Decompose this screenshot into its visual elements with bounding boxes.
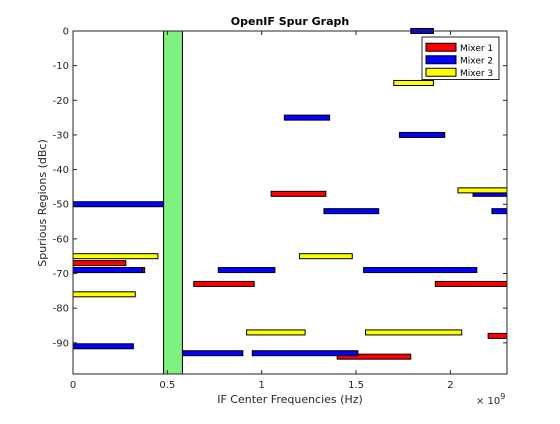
spur-bar-mixer-3-2 — [298, 253, 353, 260]
x-tick-label-2: 1 — [259, 380, 265, 391]
legend-swatch-2 — [425, 55, 457, 65]
legend-label-3: Mixer 3 — [460, 69, 493, 79]
spur-bar-mixer-2-6 — [491, 208, 508, 215]
spur-bar-mixer-2-2 — [398, 131, 446, 138]
spur-bar-mixer-3-1 — [457, 187, 508, 194]
y-tick-label-6: -60 — [53, 234, 69, 245]
spur-bar-mixer-2-5 — [323, 208, 380, 215]
spur-bar-mixer-3-4 — [72, 291, 136, 298]
spur-bar-mixer-1-6 — [336, 353, 412, 360]
x-axis-exponent-base: × 10 — [476, 396, 500, 407]
legend-swatch-1 — [425, 42, 457, 52]
legend-label-1: Mixer 1 — [460, 44, 493, 54]
y-axis-label: Spurious Regions (dBc) — [36, 139, 49, 267]
chart-legend: Mixer 1 Mixer 2 Mixer 3 — [421, 36, 500, 80]
spur-bar-mixer-2-9 — [363, 267, 478, 274]
spur-bar-mixer-1-4 — [434, 280, 508, 287]
x-tick-label-4: 2 — [447, 380, 453, 391]
spur-bar-mixer-1-3 — [193, 280, 255, 287]
if-band-bar — [163, 30, 183, 375]
x-axis-exponent-power: 9 — [500, 392, 505, 401]
x-axis-exponent: × 109 — [476, 392, 505, 407]
spur-bar-mixer-2-8 — [217, 267, 276, 274]
x-tick-label-1: 0.5 — [159, 380, 175, 391]
plot-axes-box — [72, 30, 508, 375]
spur-bar-mixer-3-5 — [246, 329, 306, 336]
spur-bar-mixer-1-1 — [72, 260, 127, 267]
y-tick-label-1: -10 — [53, 61, 69, 72]
spur-bar-mixer-2-10 — [72, 343, 134, 350]
y-tick-label-7: -70 — [53, 269, 69, 280]
spur-bar-mixer-2-11 — [181, 350, 244, 357]
y-tick-label-2: -20 — [53, 96, 69, 107]
y-tick-label-3: -30 — [53, 130, 69, 141]
spur-bar-mixer-2-4 — [72, 201, 165, 208]
spur-bar-mixer-1-0 — [270, 190, 327, 197]
spur-bar-mixer-3-3 — [72, 253, 159, 260]
x-tick-label-0: 0 — [70, 380, 76, 391]
spur-bar-mixer-2-12 — [251, 350, 359, 357]
spur-bar-mixer-3-0 — [393, 79, 434, 86]
x-axis-label: IF Center Frequencies (Hz) — [217, 393, 363, 406]
chart-title: OpenIF Spur Graph — [231, 15, 349, 28]
y-tick-label-4: -40 — [53, 165, 69, 176]
y-tick-label-9: -90 — [53, 338, 69, 349]
x-tick-label-3: 1.5 — [348, 380, 364, 391]
legend-label-2: Mixer 2 — [460, 56, 493, 66]
spur-bar-mixer-3-6 — [364, 329, 463, 336]
spur-bar-mixer-2-1 — [283, 114, 331, 121]
y-tick-label-5: -50 — [53, 200, 69, 211]
spur-bar-mixer-2-7 — [72, 267, 144, 274]
axis-layer: 0 0.5 1 1.5 2 0 -10 -20 -30 -40 -50 -60 -70 -80 -90 — [53, 27, 508, 391]
y-tick-label-0: 0 — [63, 27, 69, 38]
spur-bar-mixer-1-5 — [487, 332, 508, 339]
y-tick-label-8: -80 — [53, 304, 69, 315]
legend-swatch-3 — [425, 67, 457, 77]
plot-layer — [72, 28, 508, 375]
